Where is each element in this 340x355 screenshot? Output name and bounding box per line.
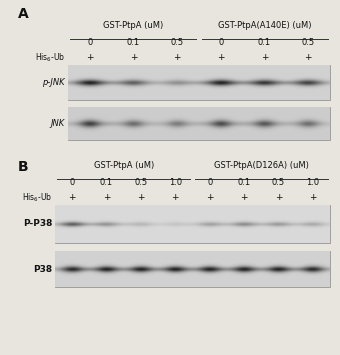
Text: +: + bbox=[103, 193, 110, 202]
Text: 0.5: 0.5 bbox=[272, 178, 285, 187]
Text: GST-PtpA(D126A) (uM): GST-PtpA(D126A) (uM) bbox=[214, 161, 309, 170]
Text: 0: 0 bbox=[218, 38, 223, 47]
Text: GST-PtpA(A140E) (uM): GST-PtpA(A140E) (uM) bbox=[218, 21, 311, 30]
Text: 1.0: 1.0 bbox=[169, 178, 182, 187]
Text: +: + bbox=[173, 54, 181, 62]
Text: 0: 0 bbox=[207, 178, 212, 187]
Text: P-P38: P-P38 bbox=[23, 219, 52, 229]
Text: p-JNK: p-JNK bbox=[42, 78, 65, 87]
Text: 0.5: 0.5 bbox=[302, 38, 315, 47]
Text: +: + bbox=[130, 54, 137, 62]
Text: +: + bbox=[137, 193, 145, 202]
Text: His$_6$-Ub: His$_6$-Ub bbox=[35, 52, 65, 64]
Bar bbox=[55, 205, 330, 243]
Text: +: + bbox=[275, 193, 282, 202]
Text: 0: 0 bbox=[70, 178, 75, 187]
Text: 0.1: 0.1 bbox=[100, 178, 113, 187]
Text: +: + bbox=[261, 54, 268, 62]
Bar bbox=[68, 65, 330, 100]
Text: GST-PtpA (uM): GST-PtpA (uM) bbox=[103, 21, 164, 30]
Text: 0.5: 0.5 bbox=[171, 38, 184, 47]
Text: +: + bbox=[86, 54, 94, 62]
Text: His$_6$-Ub: His$_6$-Ub bbox=[22, 192, 52, 204]
Text: +: + bbox=[240, 193, 248, 202]
Text: GST-PtpA (uM): GST-PtpA (uM) bbox=[94, 161, 154, 170]
Text: 0.5: 0.5 bbox=[134, 178, 148, 187]
Text: +: + bbox=[217, 54, 225, 62]
Text: 0.1: 0.1 bbox=[238, 178, 251, 187]
Text: P38: P38 bbox=[33, 264, 52, 273]
Text: +: + bbox=[172, 193, 179, 202]
Text: 0: 0 bbox=[87, 38, 92, 47]
Text: JNK: JNK bbox=[51, 119, 65, 128]
Bar bbox=[55, 251, 330, 287]
Text: A: A bbox=[18, 7, 29, 21]
Text: 0.1: 0.1 bbox=[258, 38, 271, 47]
Text: 0.1: 0.1 bbox=[127, 38, 140, 47]
Text: +: + bbox=[304, 54, 312, 62]
Text: B: B bbox=[18, 160, 29, 174]
Text: 1.0: 1.0 bbox=[306, 178, 319, 187]
Text: +: + bbox=[309, 193, 317, 202]
Text: +: + bbox=[206, 193, 214, 202]
Text: +: + bbox=[68, 193, 76, 202]
Bar bbox=[68, 107, 330, 140]
